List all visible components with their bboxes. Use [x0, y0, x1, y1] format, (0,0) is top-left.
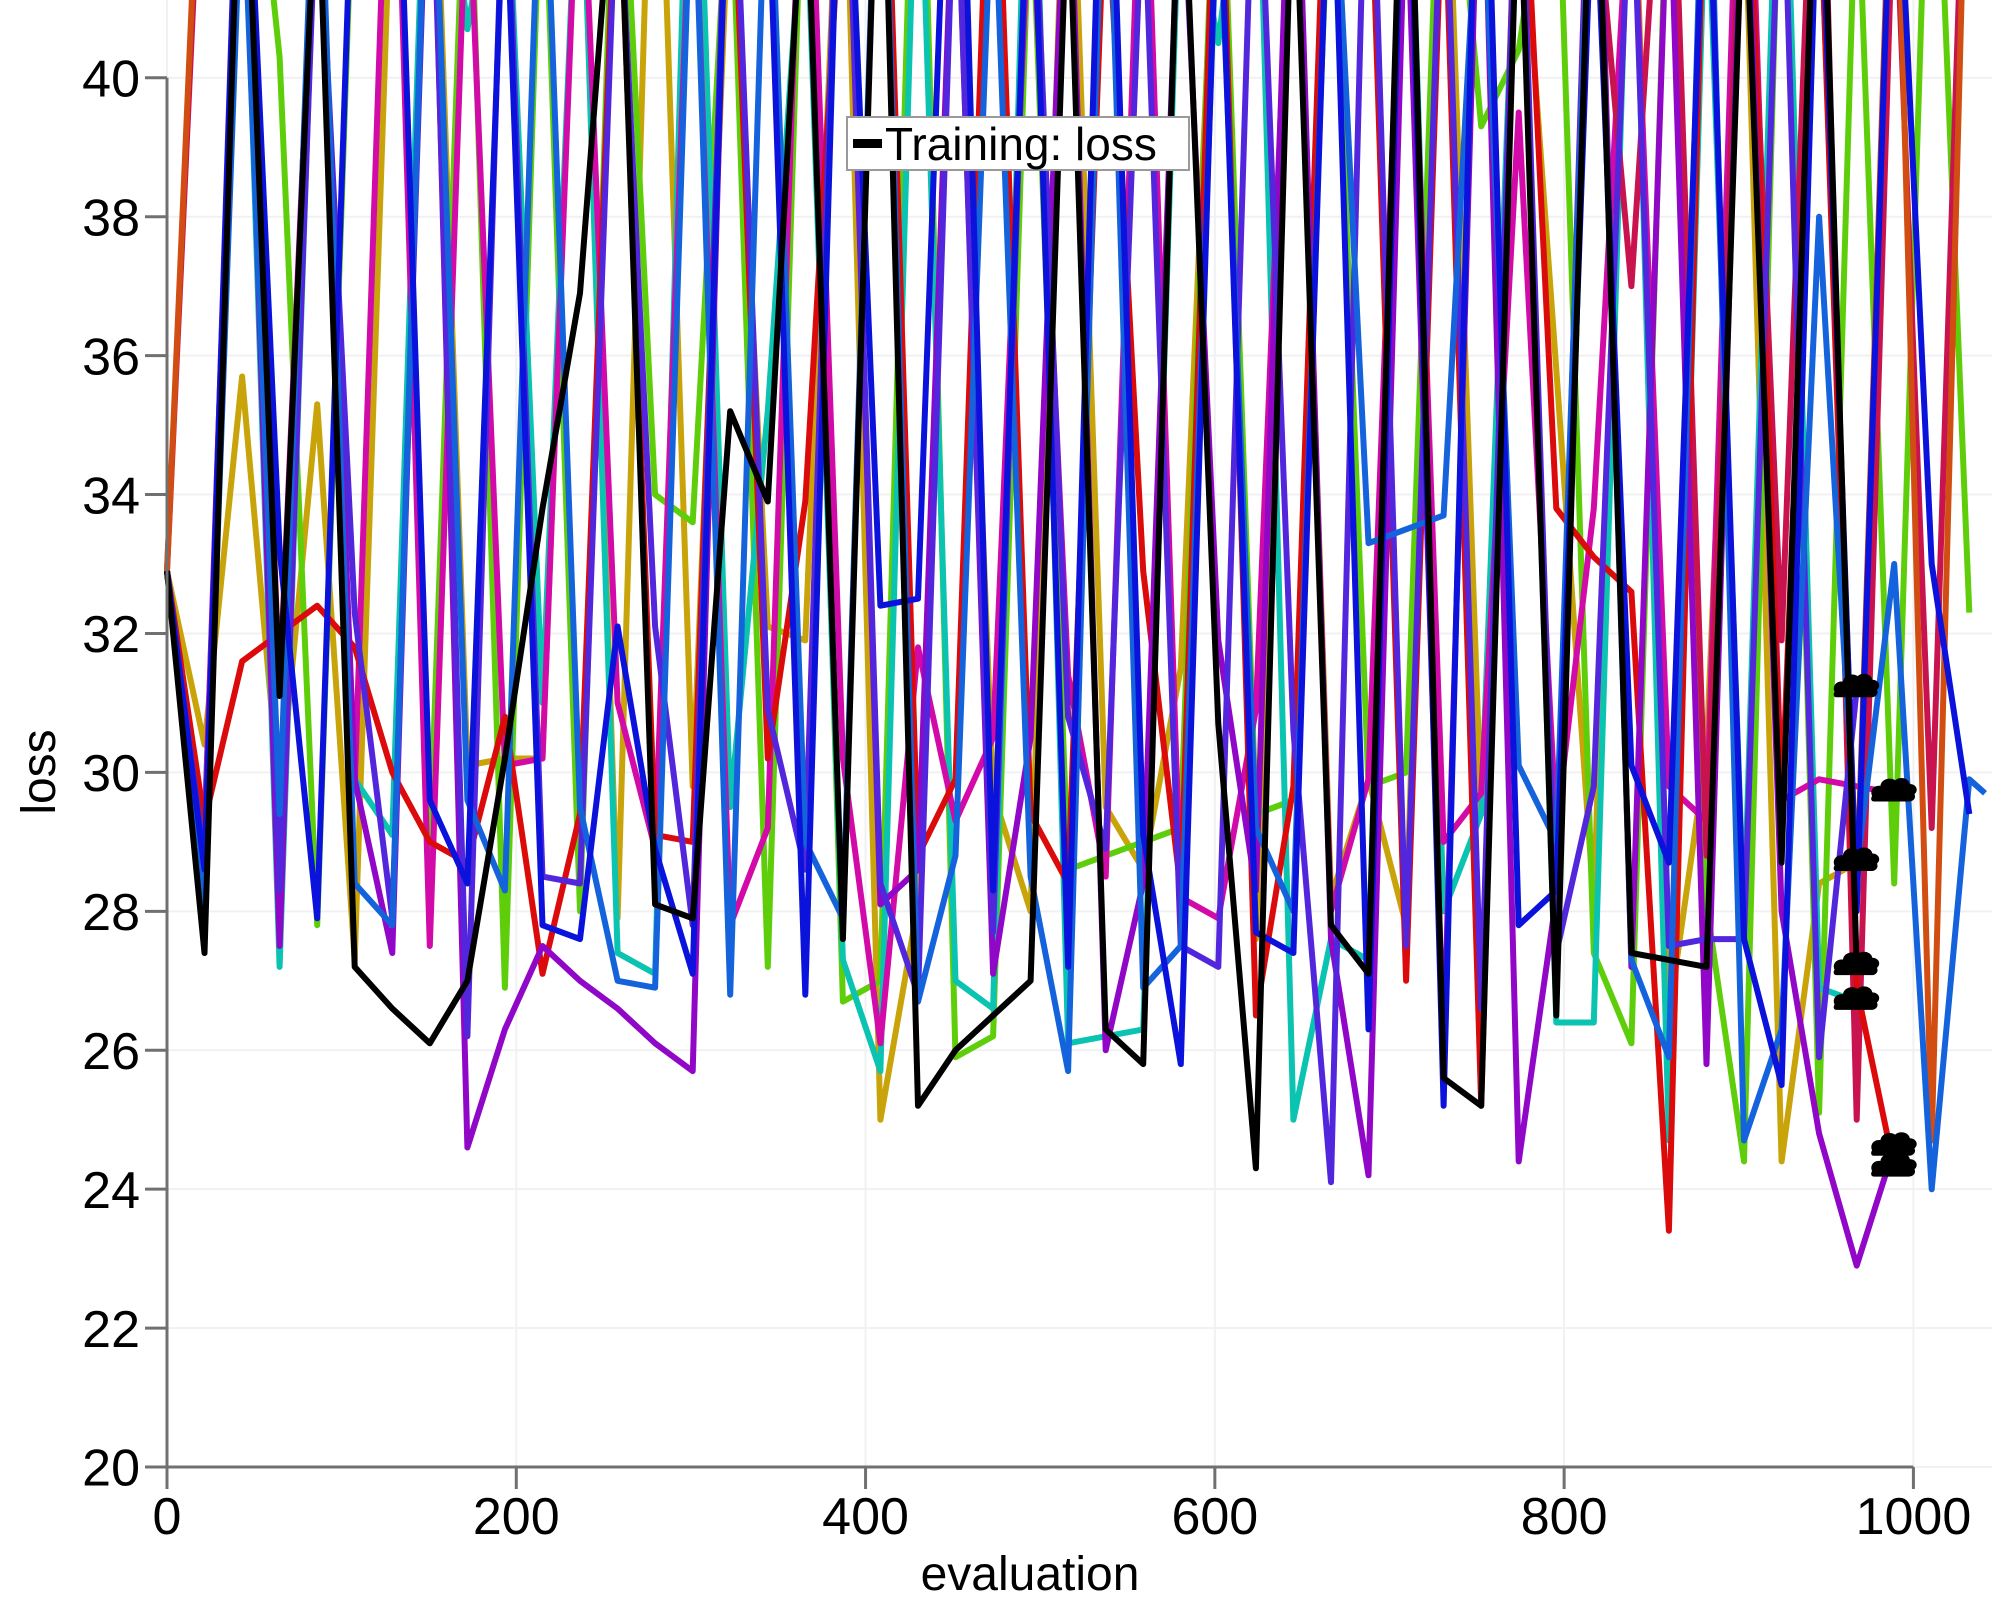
cloud-marker-icon [1871, 777, 1917, 802]
y-tick-label: 38 [82, 189, 140, 247]
y-tick-label: 34 [82, 467, 140, 525]
y-tick-label: 40 [82, 51, 140, 109]
y-tick-label: 26 [82, 1023, 140, 1081]
cloud-marker-icon [1833, 673, 1880, 698]
series-run-blue [164, 0, 1973, 1109]
legend-line-sample-icon [853, 139, 882, 148]
end-markers [1833, 673, 1917, 1177]
y-tick-label: 22 [82, 1301, 140, 1359]
legend-label: Training: loss [885, 117, 1157, 170]
y-tick-label: 20 [82, 1440, 140, 1498]
y-tick-label: 36 [82, 328, 140, 386]
y-tick-label: 30 [82, 745, 140, 803]
x-tick-label: 1000 [1856, 1488, 1972, 1546]
cloud-marker-icon [1871, 1153, 1917, 1177]
y-axis-title: loss [13, 729, 66, 815]
x-tick-label: 200 [473, 1488, 560, 1546]
y-tick-label: 32 [82, 606, 140, 664]
cloud-marker-icon [1833, 847, 1880, 871]
series-run-magenta [164, 0, 1895, 1047]
x-tick-label: 400 [822, 1488, 909, 1546]
y-tick-label: 28 [82, 884, 140, 942]
x-tick-label: 600 [1171, 1488, 1258, 1546]
y-tick-label: 24 [82, 1162, 140, 1220]
legend: Training: loss [846, 116, 1190, 171]
x-tick-label: 0 [153, 1488, 182, 1546]
x-axis-title: evaluation [920, 1548, 1140, 1601]
series-run-black [164, 0, 1860, 1172]
cloud-marker-icon [1833, 951, 1880, 976]
cloud-marker-icon [1871, 1132, 1917, 1156]
x-tick-label: 800 [1521, 1488, 1608, 1546]
series-lines [164, 0, 1987, 1269]
cloud-marker-icon [1833, 986, 1880, 1010]
